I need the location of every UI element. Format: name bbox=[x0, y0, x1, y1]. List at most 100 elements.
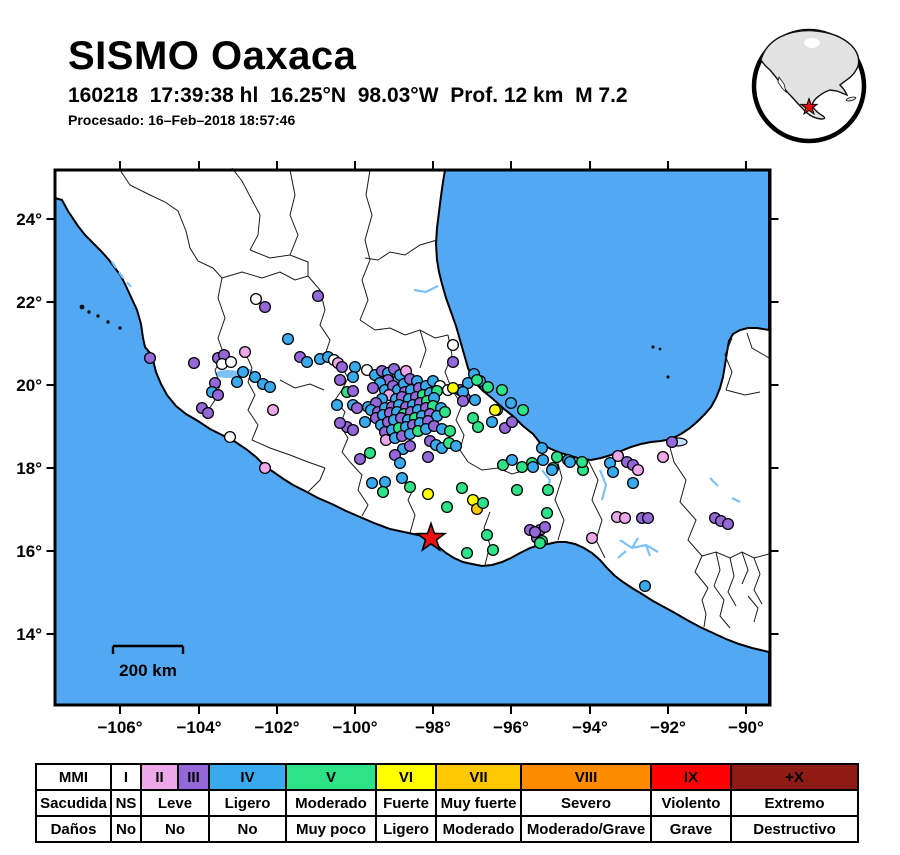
intensity-dot bbox=[449, 439, 463, 453]
intensity-dot bbox=[656, 450, 670, 464]
intensity-dot bbox=[421, 450, 435, 464]
intensity-dot bbox=[346, 423, 360, 437]
intensity-dot bbox=[376, 485, 390, 499]
axis-tick-label: −96° bbox=[493, 718, 529, 737]
intensity-dot bbox=[476, 496, 490, 510]
intensity-dot bbox=[538, 520, 552, 534]
intensity-dot bbox=[211, 388, 225, 402]
intensity-dot bbox=[541, 483, 555, 497]
hudson-bay bbox=[804, 38, 820, 48]
epicenter-star-icon bbox=[414, 521, 448, 552]
intensity-dot bbox=[440, 500, 454, 514]
header: SISMO Oaxaca 160218 17:39:38 hl 16.25°N … bbox=[68, 34, 728, 128]
mmi-cell-4: IV bbox=[208, 763, 287, 791]
intensity-dot bbox=[346, 370, 360, 384]
intensity-dot bbox=[346, 384, 360, 398]
intensity-dot bbox=[311, 289, 325, 303]
processed-timestamp: Procesado: 16–Feb–2018 18:57:46 bbox=[68, 112, 296, 128]
north-america-silhouette bbox=[760, 29, 860, 120]
danos-cell-7: Moderado/Grave bbox=[520, 815, 652, 843]
axis-tick-label: 16° bbox=[16, 542, 42, 561]
globe-inset-map bbox=[751, 28, 867, 144]
intensity-dot bbox=[535, 441, 549, 455]
intensity-dot bbox=[363, 446, 377, 460]
intensity-dot bbox=[378, 475, 392, 489]
axis-tick-label: −106° bbox=[97, 718, 142, 737]
intensity-dot bbox=[470, 373, 484, 387]
intensity-dot bbox=[365, 476, 379, 490]
intensity-dot bbox=[504, 396, 518, 410]
intensity-dot bbox=[333, 373, 347, 387]
intensity-dot bbox=[485, 415, 499, 429]
intensity-dot bbox=[236, 365, 250, 379]
pacific-ocean bbox=[54, 196, 770, 706]
state-boundaries bbox=[119, 167, 770, 629]
intensity-dot bbox=[238, 345, 252, 359]
danos-cell-9: Destructivo bbox=[730, 815, 859, 843]
intensity-dot bbox=[335, 360, 349, 374]
mmi-row: MMI I II III IV V VI VII VIII IX +X bbox=[35, 763, 859, 791]
danos-cell-8: Grave bbox=[650, 815, 732, 843]
intensity-dot bbox=[631, 463, 645, 477]
intensity-dot bbox=[223, 430, 237, 444]
axis-tick-label: −94° bbox=[572, 718, 608, 737]
intensity-dot bbox=[143, 351, 157, 365]
scale-bar-label: 200 km bbox=[119, 661, 177, 680]
scale-bar: 200 km bbox=[111, 644, 185, 680]
intensity-dot bbox=[516, 403, 530, 417]
mmi-header-cell: MMI bbox=[35, 763, 112, 791]
intensity-dot bbox=[224, 355, 238, 369]
intensity-dot bbox=[456, 394, 470, 408]
intensity-dot bbox=[496, 458, 510, 472]
intensity-dot bbox=[575, 455, 589, 469]
mmi-cell-5: V bbox=[285, 763, 377, 791]
intensity-dot bbox=[300, 355, 314, 369]
islands bbox=[79, 304, 670, 379]
mmi-legend: MMI I II III IV V VI VII VIII IX +X Sacu… bbox=[35, 763, 859, 843]
sacudida-cell-1: NS bbox=[110, 789, 142, 817]
intensity-dot bbox=[626, 476, 640, 490]
intensity-dot bbox=[263, 380, 277, 394]
intensity-dot bbox=[455, 481, 469, 495]
intensity-dot bbox=[230, 375, 244, 389]
intensity-dot bbox=[545, 463, 559, 477]
intensity-dot bbox=[638, 579, 652, 593]
globe-epicenter-star-icon bbox=[799, 96, 819, 116]
intensity-dot bbox=[201, 406, 215, 420]
intensity-dot bbox=[486, 543, 500, 557]
sacudida-cell-6: Muy fuerte bbox=[435, 789, 522, 817]
mmi-cell-9: IX bbox=[650, 763, 732, 791]
danos-cell-1: No bbox=[110, 815, 142, 843]
mmi-cell-1: I bbox=[110, 763, 142, 791]
intensity-dot bbox=[528, 525, 542, 539]
intensity-dot bbox=[466, 411, 480, 425]
intensity-dot bbox=[510, 483, 524, 497]
intensity-dot bbox=[358, 415, 372, 429]
intensity-dot bbox=[348, 360, 362, 374]
sacudida-header-cell: Sacudida bbox=[35, 789, 112, 817]
axis-tick-label: 14° bbox=[16, 625, 42, 644]
intensity-dot bbox=[480, 528, 494, 542]
event-summary: 160218 17:39:38 hl 16.25°N 98.03°W Prof.… bbox=[68, 84, 628, 107]
intensity-dot bbox=[505, 453, 519, 467]
axis-tick-label: 20° bbox=[16, 376, 42, 395]
intensity-dot bbox=[395, 471, 409, 485]
intensity-dot bbox=[403, 480, 417, 494]
sacudida-cell-3: Ligero bbox=[208, 789, 287, 817]
intensity-dot bbox=[281, 332, 295, 346]
intensity-dot bbox=[460, 546, 474, 560]
danos-cell-6: Moderado bbox=[435, 815, 522, 843]
intensity-dot bbox=[488, 403, 502, 417]
intensity-dot bbox=[248, 370, 262, 384]
mmi-legend-table: MMI I II III IV V VI VII VIII IX +X Sacu… bbox=[35, 763, 859, 843]
baja-peninsula bbox=[777, 76, 787, 94]
intensity-dot bbox=[187, 356, 201, 370]
axis-tick-label: −98° bbox=[415, 718, 451, 737]
intensity-dot bbox=[446, 355, 460, 369]
axis-tick-label: −102° bbox=[254, 718, 299, 737]
intensity-dots bbox=[143, 289, 735, 593]
axis-tick-label: −90° bbox=[728, 718, 764, 737]
intensity-dot bbox=[526, 460, 540, 474]
intensity-dot bbox=[468, 393, 482, 407]
